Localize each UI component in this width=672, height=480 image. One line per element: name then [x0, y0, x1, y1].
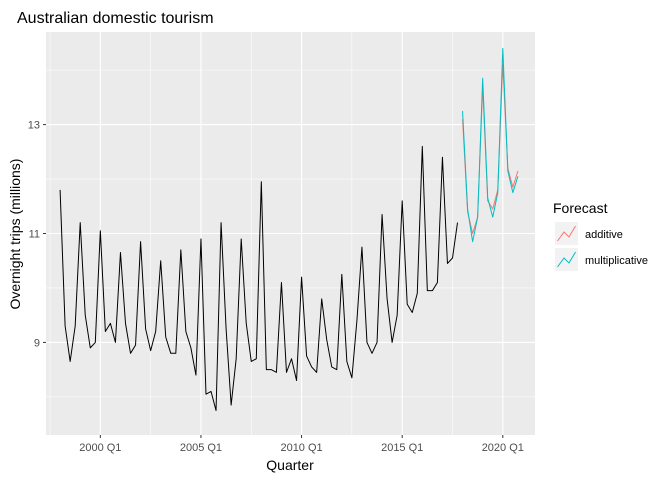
x-tick-label: 2020 Q1 [482, 442, 524, 454]
legend-label-multiplicative: multiplicative [585, 255, 648, 267]
series-line-additive [462, 64, 519, 234]
x-tick-label: 2005 Q1 [180, 442, 222, 454]
major-gridlines [46, 32, 535, 435]
legend-title: Forecast [553, 200, 608, 216]
y-tick-label: 9 [34, 337, 40, 349]
series-layer [59, 47, 519, 411]
x-tick-label: 2010 Q1 [280, 442, 322, 454]
x-axis-title: Quarter [266, 457, 314, 473]
y-tick-label: 13 [28, 120, 40, 132]
y-tick-label: 11 [29, 229, 40, 241]
legend-key-additive [557, 225, 576, 242]
x-tick-label: 2000 Q1 [79, 442, 121, 454]
legend-key-box [555, 248, 578, 271]
y-axis: 9 11 13 [28, 120, 46, 349]
series-line-multiplicative [462, 47, 519, 243]
x-axis: 2000 Q1 2005 Q1 2010 Q1 2015 Q1 2020 Q1 [79, 435, 524, 454]
x-tick-label: 2015 Q1 [381, 442, 423, 454]
legend-key-box [555, 222, 578, 245]
legend-label-additive: additive [585, 229, 623, 241]
y-axis-title: Overnight trips (millions) [7, 159, 23, 310]
series-line-observed [59, 145, 459, 411]
chart-title: Australian domestic tourism [17, 10, 214, 27]
legend: Forecast additive multiplicative [553, 200, 648, 271]
legend-key-multiplicative [557, 251, 576, 268]
